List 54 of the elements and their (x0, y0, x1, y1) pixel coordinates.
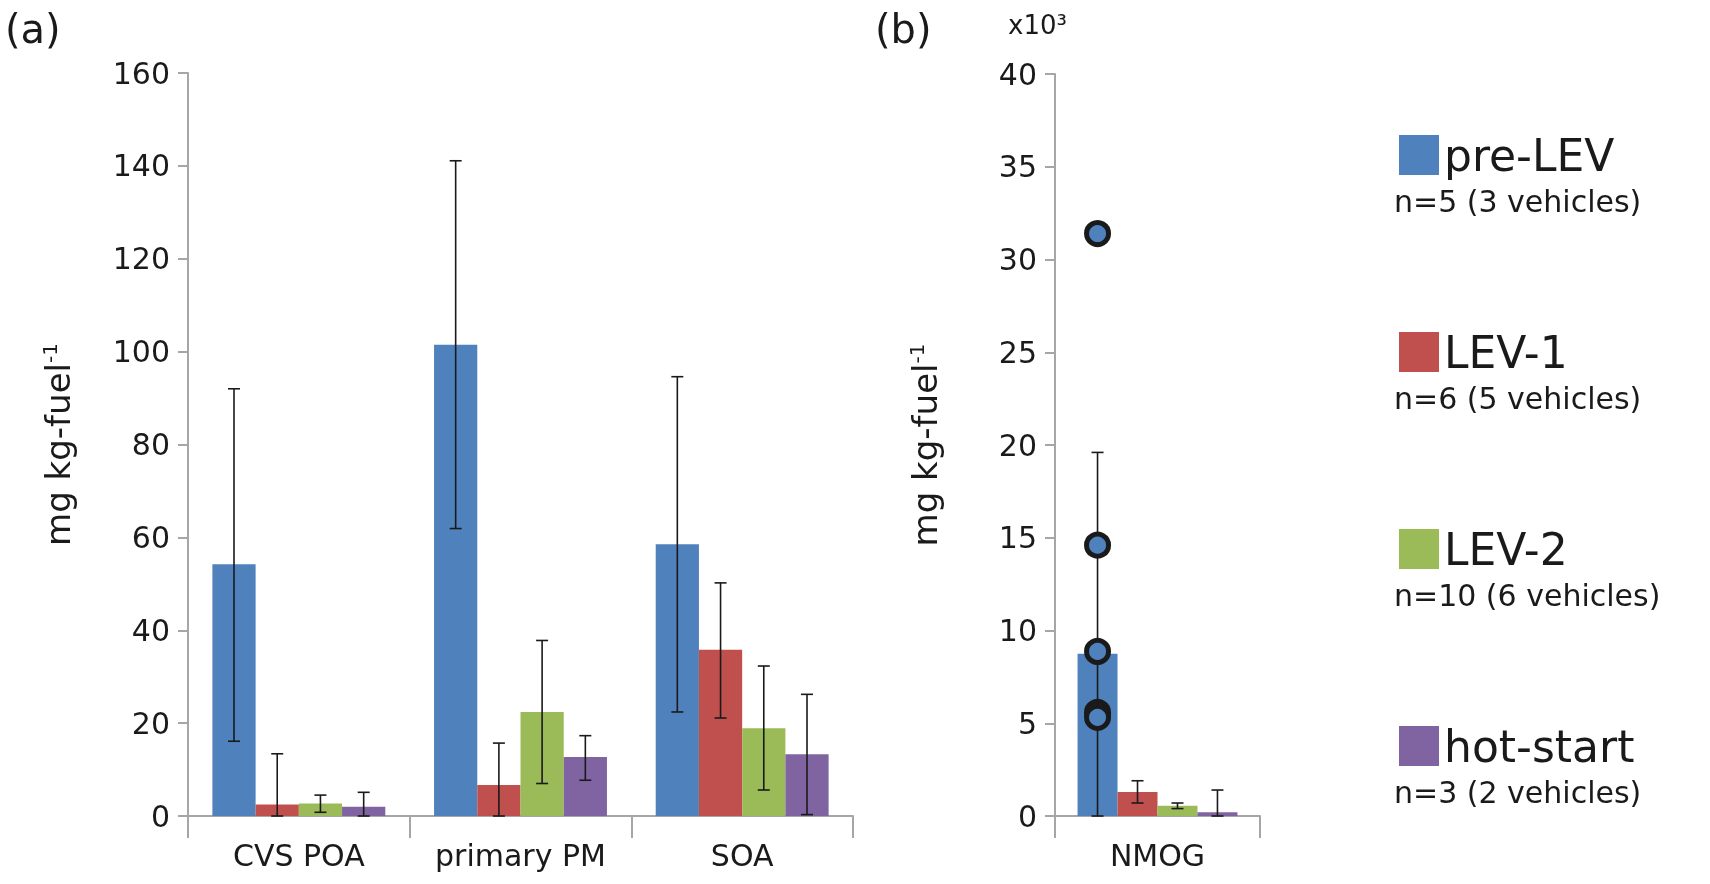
y-tick-label: 60 (131, 519, 170, 555)
y-tick-label: 160 (112, 55, 170, 91)
y-tick-label: 40 (131, 612, 170, 648)
text: x10³ (1008, 10, 1067, 40)
y-tick-label: 35 (998, 149, 1037, 185)
bar (785, 754, 829, 816)
text: n=6 (5 vehicles) (1394, 380, 1642, 416)
y-tick-label: 30 (998, 242, 1037, 277)
y-tick-label: 10 (998, 613, 1037, 648)
y-tick-label: 25 (998, 334, 1037, 370)
x-tick-label: SOA (710, 837, 774, 873)
x-tick-label: CVS POA (232, 837, 366, 873)
bar (1157, 805, 1198, 816)
bar (563, 757, 607, 816)
y-tick-label: 40 (998, 56, 1037, 92)
bar (698, 649, 743, 816)
y-tick-label: 20 (998, 427, 1037, 463)
legend-label: hot-start (1444, 720, 1635, 772)
y-tick-label: 120 (112, 241, 170, 277)
y-tick-label: 5 (1017, 705, 1037, 741)
bar (1117, 791, 1158, 816)
bar (298, 803, 343, 816)
text: n=3 (2 vehicles) (1394, 774, 1642, 810)
y-tick-label: 100 (112, 334, 170, 370)
legend-label: LEV-1 (1444, 326, 1568, 378)
x-tick-label: NMOG (1109, 837, 1206, 873)
text: n=5 (3 vehicles) (1394, 183, 1642, 219)
point (1084, 531, 1112, 559)
chart-title: (b) (875, 6, 932, 52)
y-tick-label: 80 (131, 427, 170, 462)
y-tick-label: 0 (1017, 798, 1037, 834)
chart-title: (a) (5, 6, 61, 52)
y-axis-title: mg kg-fuel-1 (905, 343, 945, 547)
y-axis-title: mg kg-fuel-1 (38, 343, 78, 546)
point (1084, 220, 1112, 248)
legend-label: pre-LEV (1444, 129, 1615, 181)
bar (742, 728, 786, 816)
x-tick-label: primary PM (435, 837, 606, 873)
bar (342, 806, 386, 816)
bar (477, 784, 521, 816)
bar (212, 564, 256, 816)
point (1084, 703, 1112, 731)
y-tick-label: 15 (998, 520, 1037, 556)
point (1084, 637, 1112, 665)
legend-label: LEV-2 (1444, 523, 1568, 575)
y-tick-label: 0 (150, 798, 170, 834)
bar (1197, 812, 1238, 816)
bar (520, 711, 564, 816)
bar (255, 804, 299, 816)
y-tick-label: 20 (131, 705, 170, 741)
text: n=10 (6 vehicles) (1394, 577, 1661, 613)
bar (655, 544, 699, 816)
y-tick-label: 140 (112, 148, 170, 184)
bar (434, 344, 478, 816)
